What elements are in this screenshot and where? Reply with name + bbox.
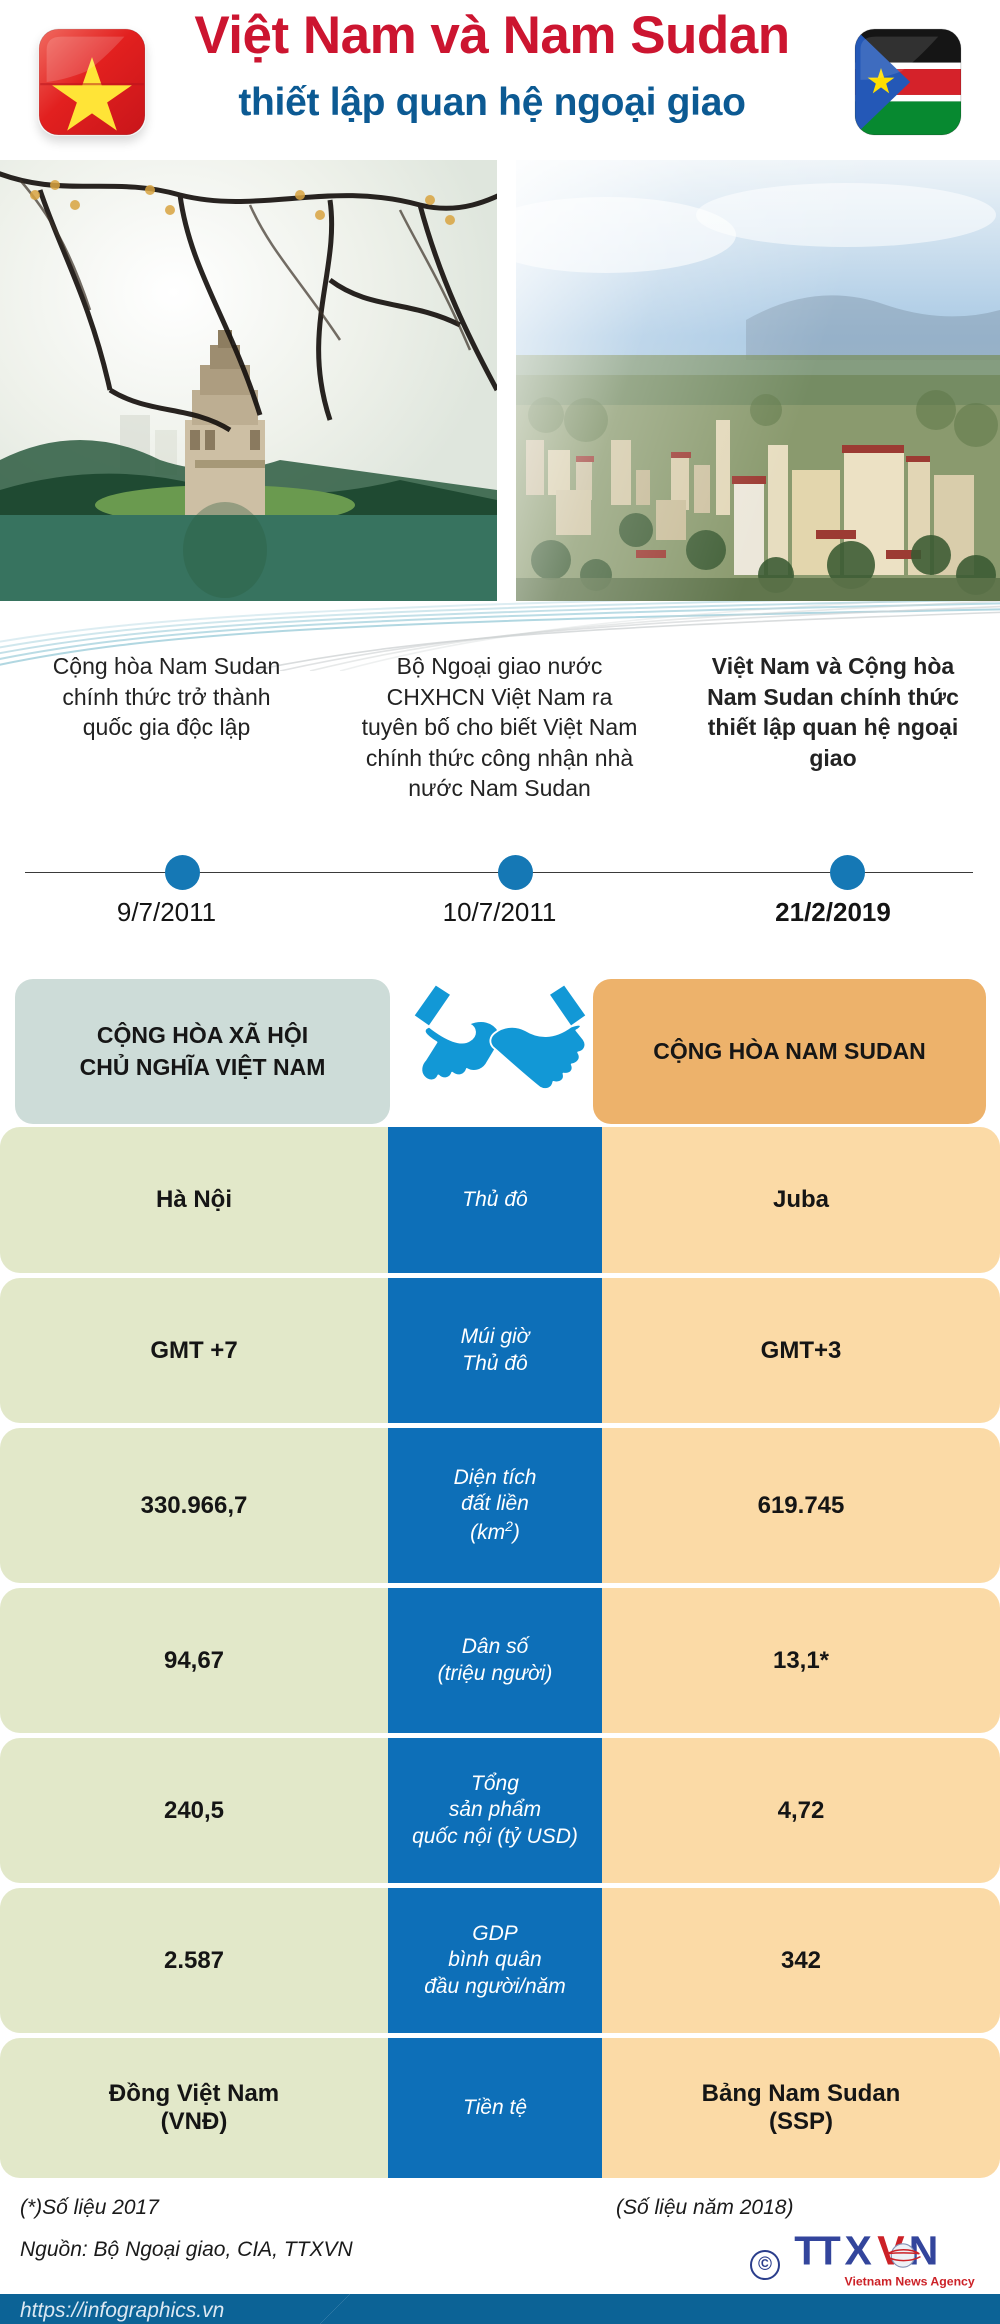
svg-text:TT: TT [794,2227,840,2273]
svg-text:X: X [845,2227,872,2273]
svg-text:Vietnam News Agency: Vietnam News Agency [845,2274,975,2288]
